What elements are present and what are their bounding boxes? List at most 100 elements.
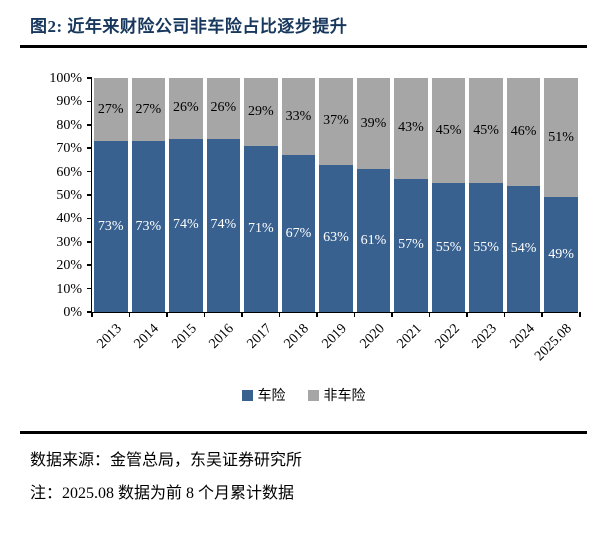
bar-value-label: 74%	[172, 217, 199, 233]
plot-area: 100% 90% 80% 70% 60% 50% 40% 30% 20% 10% 0% 27% 73% 2…	[49, 72, 581, 364]
y-axis-tick-label: 80%	[56, 117, 82, 133]
stacked-bar-2024: 46% 54%	[506, 78, 541, 312]
y-axis-tick-mark	[87, 77, 92, 79]
y-axis-tick-label: 90%	[56, 94, 82, 110]
x-axis-tick-mark	[128, 312, 131, 317]
stacked-bar-2017: 29% 71%	[244, 78, 278, 312]
stacked-bar-2019: 37% 63%	[319, 78, 353, 312]
bar-value-label: 74%	[210, 217, 237, 233]
bar-value-label: 55%	[473, 239, 499, 255]
stacked-bar-2023: 45% 55%	[469, 78, 503, 312]
y-axis-tick-mark	[87, 194, 92, 196]
bar-segment-车险: 55%	[469, 183, 503, 312]
bar-segment-非车险: 33%	[281, 78, 316, 156]
bar-segment-非车险: 27%	[131, 78, 166, 142]
bar-segment-车险: 61%	[356, 169, 391, 312]
bars-container: 27% 73% 27% 73% 26% 74% 26% 74% 29% 71% 33% 67% 37% 6…	[94, 78, 578, 312]
stacked-bar-2025.08: 51% 49%	[544, 78, 578, 312]
x-axis-tick-mark	[579, 312, 581, 317]
bar-segment-车险: 63%	[319, 164, 353, 312]
bar-segment-车险: 57%	[394, 178, 428, 312]
y-axis-tick-label: 100%	[49, 71, 82, 86]
x-axis-category-label: 2019	[319, 321, 350, 352]
bar-segment-车险: 49%	[544, 197, 578, 312]
bar-value-label: 61%	[360, 232, 387, 248]
bar-segment-非车险: 26%	[206, 78, 241, 139]
bar-segment-车险: 55%	[431, 183, 466, 312]
x-axis-category-label: 2025.08	[532, 321, 576, 365]
legend-item-非车险: 非车险	[307, 385, 366, 405]
stacked-bar-2018: 33% 67%	[281, 78, 316, 312]
bar-value-label: 45%	[473, 122, 499, 138]
legend-item-车险: 车险	[241, 385, 286, 405]
bar-value-label: 45%	[435, 122, 462, 138]
x-axis-category-label: 2022	[432, 321, 463, 352]
bar-segment-车险: 67%	[281, 155, 316, 312]
legend-swatch-icon	[241, 389, 253, 401]
bar-value-label: 55%	[435, 239, 462, 255]
y-axis-tick-mark	[87, 124, 92, 126]
stacked-bar-2013: 27% 73%	[94, 78, 128, 312]
bar-value-label: 57%	[398, 237, 424, 253]
bar-segment-非车险: 26%	[169, 78, 203, 139]
bar-segment-非车险: 43%	[394, 78, 428, 179]
stacked-bar-2015: 26% 74%	[169, 78, 203, 312]
x-axis-tick-mark	[391, 312, 393, 317]
bar-segment-车险: 54%	[506, 185, 541, 312]
x-axis-tick-mark	[278, 312, 281, 317]
y-axis-tick-mark	[87, 100, 92, 103]
x-axis-category-label: 2023	[469, 321, 501, 352]
bar-value-label: 63%	[323, 230, 349, 246]
footnote: 注：2025.08 数据为前 8 个月累计数据	[30, 485, 295, 502]
x-axis-tick-mark	[316, 312, 318, 317]
bar-segment-车险: 71%	[244, 145, 278, 312]
y-axis-tick-label: 70%	[56, 141, 82, 157]
y-axis-tick-label: 20%	[56, 258, 82, 274]
data-source-note: 数据来源：金管总局，东吴证券研究所	[30, 452, 303, 469]
legend-label: 车险	[257, 389, 286, 404]
x-axis-category-label: 2017	[244, 321, 275, 352]
x-axis-tick-mark	[166, 312, 168, 317]
x-axis-category-label: 2013	[94, 321, 125, 352]
title-divider	[20, 45, 587, 48]
stacked-bar-2014: 27% 73%	[131, 78, 166, 312]
legend-label: 非车险	[323, 389, 366, 404]
x-axis-category-label: 2016	[206, 321, 238, 352]
x-axis-category-label: 2015	[169, 321, 200, 352]
y-axis-tick-label: 10%	[56, 281, 82, 297]
x-axis-tick-mark	[541, 312, 543, 317]
y-axis-tick-mark	[87, 170, 92, 173]
bar-value-label: 27%	[97, 101, 124, 117]
x-axis-category-label: 2014	[131, 321, 163, 352]
bar-segment-非车险: 39%	[356, 78, 391, 170]
chart-legend: 车险 非车险	[0, 385, 607, 405]
bar-segment-车险: 74%	[206, 138, 241, 312]
x-axis-tick-mark	[503, 312, 506, 317]
bar-segment-车险: 74%	[169, 138, 203, 312]
y-axis-tick-label: 30%	[56, 234, 82, 250]
bar-segment-非车险: 29%	[244, 78, 278, 146]
bar-segment-车险: 73%	[131, 141, 166, 312]
y-axis-tick-mark	[87, 217, 92, 220]
bar-value-label: 27%	[135, 101, 162, 117]
bar-value-label: 37%	[323, 113, 349, 129]
bar-segment-非车险: 27%	[94, 78, 128, 142]
bar-value-label: 26%	[172, 100, 199, 116]
bar-value-label: 46%	[510, 123, 537, 139]
stacked-bar-2021: 43% 57%	[394, 78, 428, 312]
bar-value-label: 49%	[548, 246, 574, 262]
bar-value-label: 71%	[248, 220, 274, 236]
bar-value-label: 39%	[360, 115, 387, 131]
y-axis-tick-label: 0%	[63, 305, 82, 320]
x-axis-tick-mark	[203, 312, 206, 317]
x-axis-tick-mark	[466, 312, 468, 317]
y-axis-tick-label: 40%	[56, 211, 82, 227]
x-axis-category-label: 2020	[357, 321, 388, 352]
legend-swatch-icon	[307, 389, 319, 401]
bar-value-label: 73%	[135, 218, 162, 234]
stacked-bar-chart: 100% 90% 80% 70% 60% 50% 40% 30% 20% 10% 0% 27% 73% 2…	[0, 72, 607, 405]
bar-segment-非车险: 37%	[319, 78, 353, 165]
y-axis-tick-label: 50%	[56, 188, 82, 203]
bar-value-label: 26%	[210, 100, 237, 116]
x-axis-category-label: 2021	[394, 321, 425, 352]
